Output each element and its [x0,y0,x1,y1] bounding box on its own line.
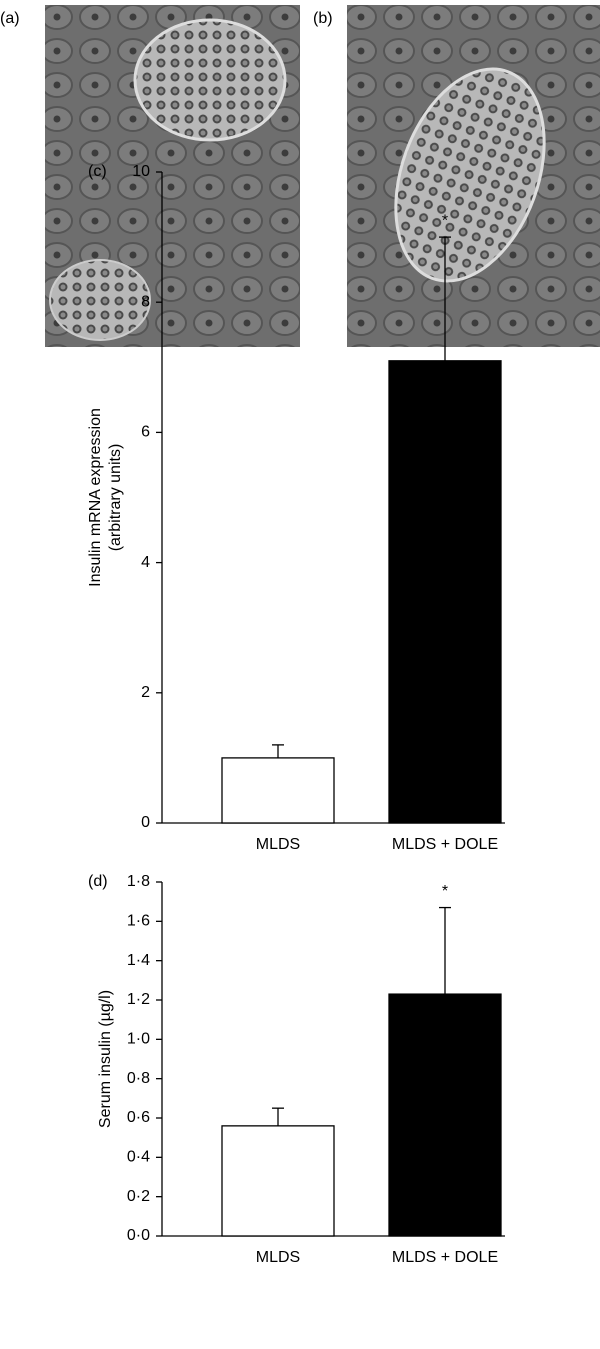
y-tick-label: 0·2 [127,1188,150,1205]
y-tick-label: 10 [132,163,150,180]
y-tick-label: 0·4 [127,1149,150,1166]
y-tick-label: 2 [141,684,150,701]
y-tick-label: 1·0 [127,1031,150,1048]
x-tick-label: MLDS [256,1249,300,1266]
panel-label: (d) [88,873,108,890]
panel-label: (a) [0,10,20,27]
significance-marker: * [442,212,448,229]
y-tick-label: 1·2 [127,991,150,1008]
y-tick-label: 6 [141,424,150,441]
micrograph-b [347,5,600,347]
y-axis-label: Insulin mRNA expression [87,408,104,587]
x-tick-label: MLDS [256,836,300,853]
bar [221,1125,335,1237]
y-tick-label: 0·6 [127,1109,150,1126]
bar [388,993,502,1237]
y-tick-label: 0·8 [127,1070,150,1087]
y-axis-label: (arbitrary units) [107,444,124,552]
y-tick-label: 1·8 [127,873,150,890]
y-tick-label: 4 [141,554,150,571]
x-tick-label: MLDS + DOLE [392,1249,498,1266]
micrograph-a [45,5,300,347]
panel-label: (b) [313,10,333,27]
panel-label: (c) [88,163,107,180]
bar [388,360,502,824]
x-tick-label: MLDS + DOLE [392,836,498,853]
y-tick-label: 0·0 [127,1227,150,1244]
y-axis-label: Serum insulin (µg/l) [97,990,114,1128]
y-tick-label: 8 [141,293,150,310]
bar [221,757,335,824]
y-tick-label: 0 [141,814,150,831]
y-tick-label: 1·6 [127,913,150,930]
y-tick-label: 1·4 [127,952,150,969]
significance-marker: * [442,883,448,900]
